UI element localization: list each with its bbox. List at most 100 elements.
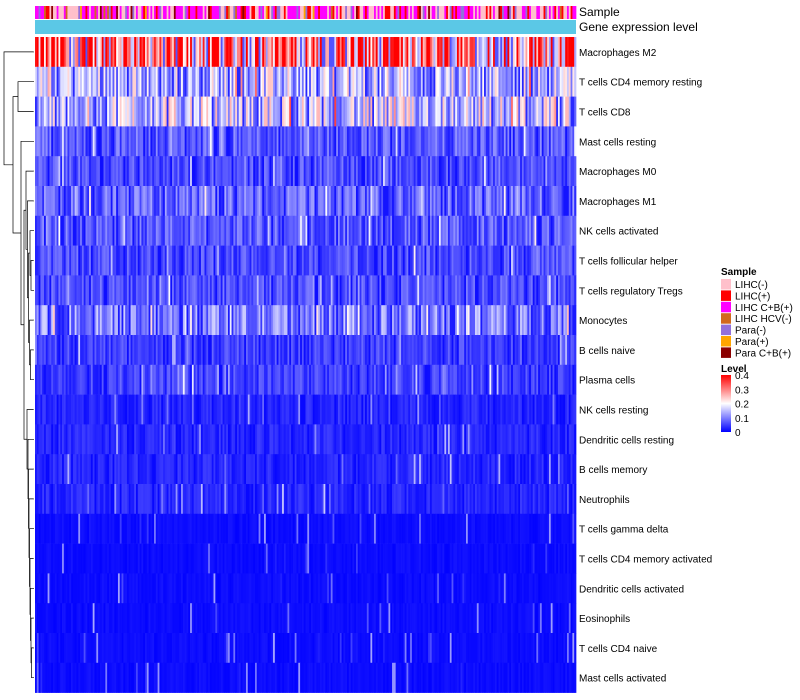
heatmap-cell (330, 37, 333, 68)
heatmap-cell (103, 424, 106, 455)
heatmap-cell (355, 335, 359, 366)
heatmap-cell (150, 245, 153, 276)
heatmap-cell (307, 215, 310, 246)
heatmap-cell (449, 245, 452, 276)
heatmap-cell (316, 335, 319, 366)
sample-annotation-cell (316, 6, 319, 19)
heatmap-cell (534, 305, 537, 336)
heatmap-cell (267, 364, 270, 395)
heatmap-cell (529, 245, 532, 276)
heatmap-cell (220, 66, 223, 97)
heatmap-cell (92, 96, 95, 127)
sample-annotation-cell (291, 6, 294, 19)
heatmap-cell (258, 156, 261, 187)
heatmap-cell (38, 186, 41, 217)
heatmap-cell (437, 156, 440, 187)
heatmap-cell (480, 364, 483, 395)
heatmap-cell (323, 275, 326, 306)
heatmap-cell (253, 275, 256, 306)
heatmap-cell (530, 305, 534, 336)
heatmap-cell (475, 305, 478, 336)
heatmap-cell (69, 96, 72, 127)
heatmap-cell (437, 424, 440, 455)
heatmap-cell (92, 335, 95, 366)
heatmap-cell (337, 215, 341, 246)
heatmap-cell (215, 215, 218, 246)
heatmap-cell (197, 275, 200, 306)
heatmap-cell (119, 126, 122, 157)
heatmap-cell (523, 394, 526, 425)
sample-annotation-cell (80, 6, 83, 19)
heatmap-cell (460, 335, 463, 366)
sample-annotation-cell (211, 6, 214, 19)
heatmap-cell (58, 394, 61, 425)
heatmap-cell (283, 305, 287, 336)
heatmap-cell (301, 305, 305, 336)
heatmap-cell (520, 156, 523, 187)
heatmap-cell (401, 335, 404, 366)
heatmap-cell (294, 364, 297, 395)
heatmap-cell (305, 245, 308, 276)
heatmap-cell (365, 424, 368, 455)
heatmap-cell (296, 424, 299, 455)
heatmap-cell (213, 394, 216, 425)
heatmap-cell (386, 245, 389, 276)
sample-annotation-cell (493, 6, 496, 19)
heatmap-cell (341, 96, 344, 127)
heatmap-cell (402, 454, 406, 485)
heatmap-cell (247, 364, 250, 395)
heatmap-cell (422, 394, 425, 425)
heatmap-cell (325, 126, 328, 157)
heatmap-cell (58, 126, 61, 157)
heatmap-cell (125, 305, 128, 336)
heatmap-cell (471, 275, 474, 306)
heatmap-cell (35, 484, 38, 515)
heatmap-cell (264, 364, 267, 395)
heatmap-cell (126, 186, 130, 217)
heatmap-cell (220, 394, 223, 425)
heatmap-cell (283, 37, 287, 68)
sample-annotation-cell (392, 6, 395, 19)
heatmap-cell (179, 394, 182, 425)
heatmap-cell (372, 424, 375, 455)
heatmap-cell (574, 305, 577, 336)
heatmap-cell (199, 364, 202, 395)
heatmap-cell (38, 394, 41, 425)
heatmap-cell (163, 126, 166, 157)
heatmap-cell (361, 305, 364, 336)
heatmap-cell (375, 96, 378, 127)
heatmap-cell (166, 454, 169, 485)
heatmap-cell (410, 96, 413, 127)
heatmap-cell (135, 156, 139, 187)
heatmap-cell (321, 424, 324, 455)
heatmap-cell (182, 275, 186, 306)
heatmap-cell (197, 96, 200, 127)
heatmap-cell (195, 335, 198, 366)
heatmap-cell (190, 37, 193, 68)
heatmap-cell (494, 37, 497, 68)
heatmap-cell (51, 335, 54, 366)
heatmap-cell (56, 424, 59, 455)
heatmap-cell (78, 484, 81, 515)
heatmap-cell (404, 186, 407, 217)
heatmap-cell (536, 305, 539, 336)
heatmap-cell (193, 364, 196, 395)
heatmap-cell (455, 245, 458, 276)
heatmap-cell (229, 394, 232, 425)
heatmap-cell (292, 96, 296, 127)
heatmap-cell (224, 335, 227, 366)
heatmap-cell (83, 126, 86, 157)
heatmap-cell (565, 394, 568, 425)
heatmap-cell (475, 364, 478, 395)
heatmap-cell (316, 96, 319, 127)
heatmap-cell (179, 156, 182, 187)
heatmap-cell (565, 126, 568, 157)
heatmap-cell (397, 245, 400, 276)
heatmap-cell (260, 66, 263, 97)
heatmap-cell (507, 156, 510, 187)
heatmap-cell (80, 66, 83, 97)
heatmap-cell (415, 186, 418, 217)
heatmap-cell (487, 156, 490, 187)
sample-annotation-cell (139, 6, 142, 19)
heatmap-cell (348, 424, 351, 455)
